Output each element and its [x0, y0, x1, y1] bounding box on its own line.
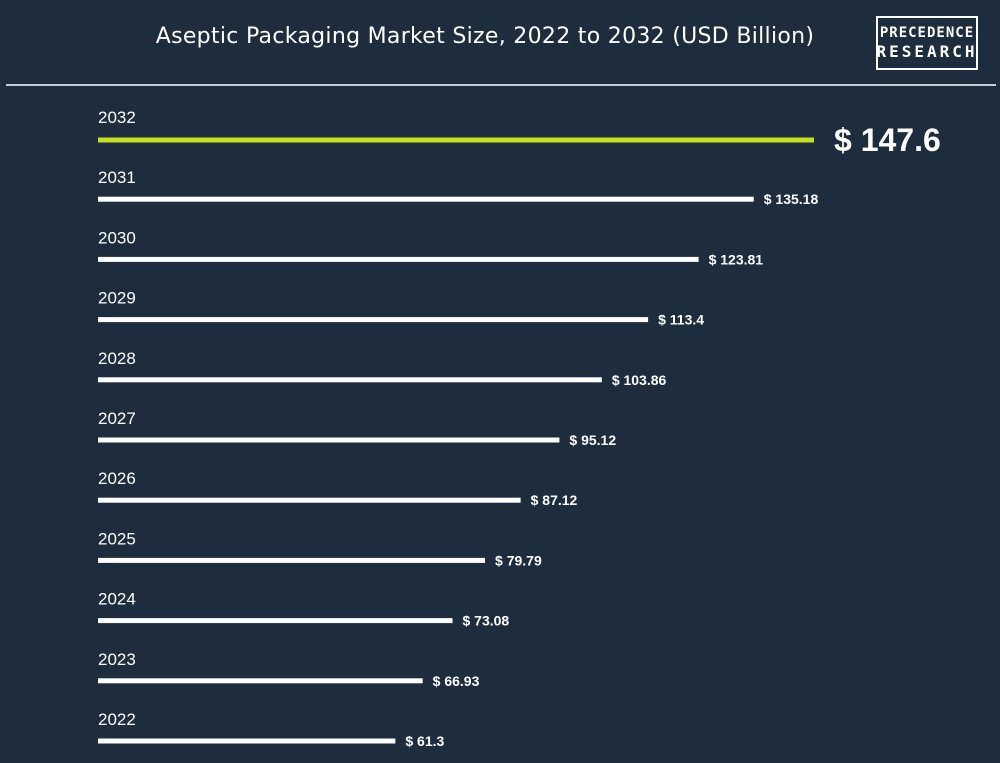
value-label-2030: $ 123.81 [709, 251, 764, 267]
precedence-research-logo: PRECEDENCE RESEARCH [876, 16, 978, 70]
bar-2028 [98, 377, 602, 383]
year-label-2025: 2025 [98, 529, 136, 548]
value-label-2023: $ 66.93 [433, 673, 480, 689]
year-label-2022: 2022 [98, 710, 136, 729]
bar-2022 [98, 738, 396, 744]
value-label-2028: $ 103.86 [612, 372, 667, 388]
year-label-2024: 2024 [98, 590, 136, 609]
logo-line-2: RESEARCH [876, 42, 978, 61]
bar-2032 [98, 137, 814, 143]
value-label-2025: $ 79.79 [495, 552, 542, 568]
year-label-2030: 2030 [98, 228, 136, 247]
bar-2023 [98, 678, 423, 684]
bar-2025 [98, 557, 486, 563]
bar-2030 [98, 256, 699, 262]
bar-2029 [98, 317, 649, 323]
bar-2027 [98, 437, 560, 443]
year-label-2023: 2023 [98, 650, 136, 669]
value-label-2032: $ 147.6 [834, 122, 941, 158]
value-label-2031: $ 135.18 [764, 191, 819, 207]
value-label-2026: $ 87.12 [531, 492, 578, 508]
year-label-2031: 2031 [98, 168, 136, 187]
value-label-2029: $ 113.4 [658, 312, 704, 328]
year-label-2029: 2029 [98, 289, 136, 308]
year-label-2027: 2027 [98, 409, 136, 428]
year-label-2026: 2026 [98, 469, 136, 488]
value-label-2027: $ 95.12 [569, 432, 616, 448]
year-label-2028: 2028 [98, 349, 136, 368]
bar-2031 [98, 196, 754, 202]
year-label-2032: 2032 [98, 108, 136, 127]
title-divider [6, 84, 996, 86]
chart-title: Aseptic Packaging Market Size, 2022 to 2… [155, 24, 815, 49]
bar-2024 [98, 618, 453, 624]
value-label-2024: $ 73.08 [463, 613, 510, 629]
logo-line-1: PRECEDENCE [879, 25, 975, 41]
value-label-2022: $ 61.3 [405, 733, 444, 749]
bar-2026 [98, 497, 521, 503]
